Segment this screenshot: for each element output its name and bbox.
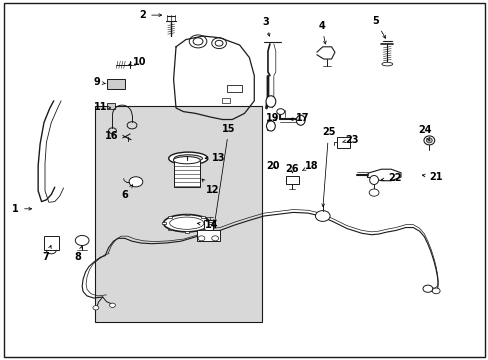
- Circle shape: [276, 109, 284, 114]
- Ellipse shape: [296, 115, 305, 125]
- Text: 13: 13: [204, 153, 225, 163]
- Ellipse shape: [168, 152, 207, 165]
- Bar: [204, 220, 213, 231]
- Bar: [184, 231, 188, 233]
- Bar: [44, 236, 59, 250]
- Text: 16: 16: [104, 131, 125, 141]
- Text: 6: 6: [121, 185, 132, 200]
- Circle shape: [93, 306, 99, 310]
- Text: 8: 8: [75, 246, 82, 262]
- Text: 7: 7: [42, 246, 51, 262]
- Bar: [95, 106, 261, 322]
- Circle shape: [315, 211, 329, 221]
- Ellipse shape: [265, 96, 275, 107]
- Text: 23: 23: [342, 135, 358, 145]
- Bar: [106, 79, 125, 89]
- Text: 18: 18: [302, 161, 318, 171]
- Ellipse shape: [381, 62, 392, 66]
- Bar: [201, 216, 205, 218]
- Bar: [168, 229, 172, 230]
- Bar: [285, 176, 298, 184]
- Bar: [222, 98, 229, 103]
- Text: 26: 26: [285, 164, 299, 174]
- Circle shape: [211, 236, 218, 241]
- Text: 2: 2: [139, 10, 162, 20]
- Bar: [201, 229, 205, 230]
- Bar: [337, 137, 349, 148]
- Circle shape: [198, 236, 204, 241]
- Bar: [227, 85, 242, 92]
- Text: 14: 14: [197, 220, 218, 230]
- Text: 19: 19: [265, 113, 279, 123]
- Text: 25: 25: [321, 127, 335, 207]
- Circle shape: [75, 235, 89, 246]
- Circle shape: [431, 288, 439, 294]
- Circle shape: [129, 177, 142, 187]
- Bar: [184, 214, 188, 215]
- Bar: [196, 230, 220, 241]
- Ellipse shape: [173, 157, 200, 164]
- Ellipse shape: [423, 136, 434, 145]
- Text: 9: 9: [93, 77, 105, 87]
- Ellipse shape: [174, 155, 202, 162]
- Ellipse shape: [369, 175, 378, 184]
- Text: 11: 11: [93, 102, 110, 112]
- Text: 10: 10: [129, 57, 146, 67]
- Ellipse shape: [426, 138, 431, 143]
- Text: 20: 20: [265, 161, 279, 171]
- Bar: [168, 216, 172, 218]
- Ellipse shape: [266, 121, 275, 131]
- Text: 5: 5: [371, 16, 385, 38]
- Text: 21: 21: [422, 172, 442, 182]
- Ellipse shape: [163, 215, 210, 232]
- Bar: [161, 222, 165, 224]
- Text: 12: 12: [202, 179, 219, 195]
- Circle shape: [368, 189, 378, 196]
- Bar: [173, 160, 200, 187]
- Circle shape: [422, 285, 432, 292]
- Circle shape: [109, 303, 115, 307]
- Bar: [208, 222, 212, 224]
- Text: 1: 1: [12, 204, 32, 214]
- Text: 15: 15: [213, 124, 235, 222]
- Text: 22: 22: [381, 173, 401, 183]
- Bar: [106, 103, 115, 109]
- Text: 3: 3: [262, 17, 269, 36]
- Text: 17: 17: [290, 113, 309, 123]
- Text: 24: 24: [418, 125, 431, 141]
- Text: 4: 4: [318, 21, 325, 44]
